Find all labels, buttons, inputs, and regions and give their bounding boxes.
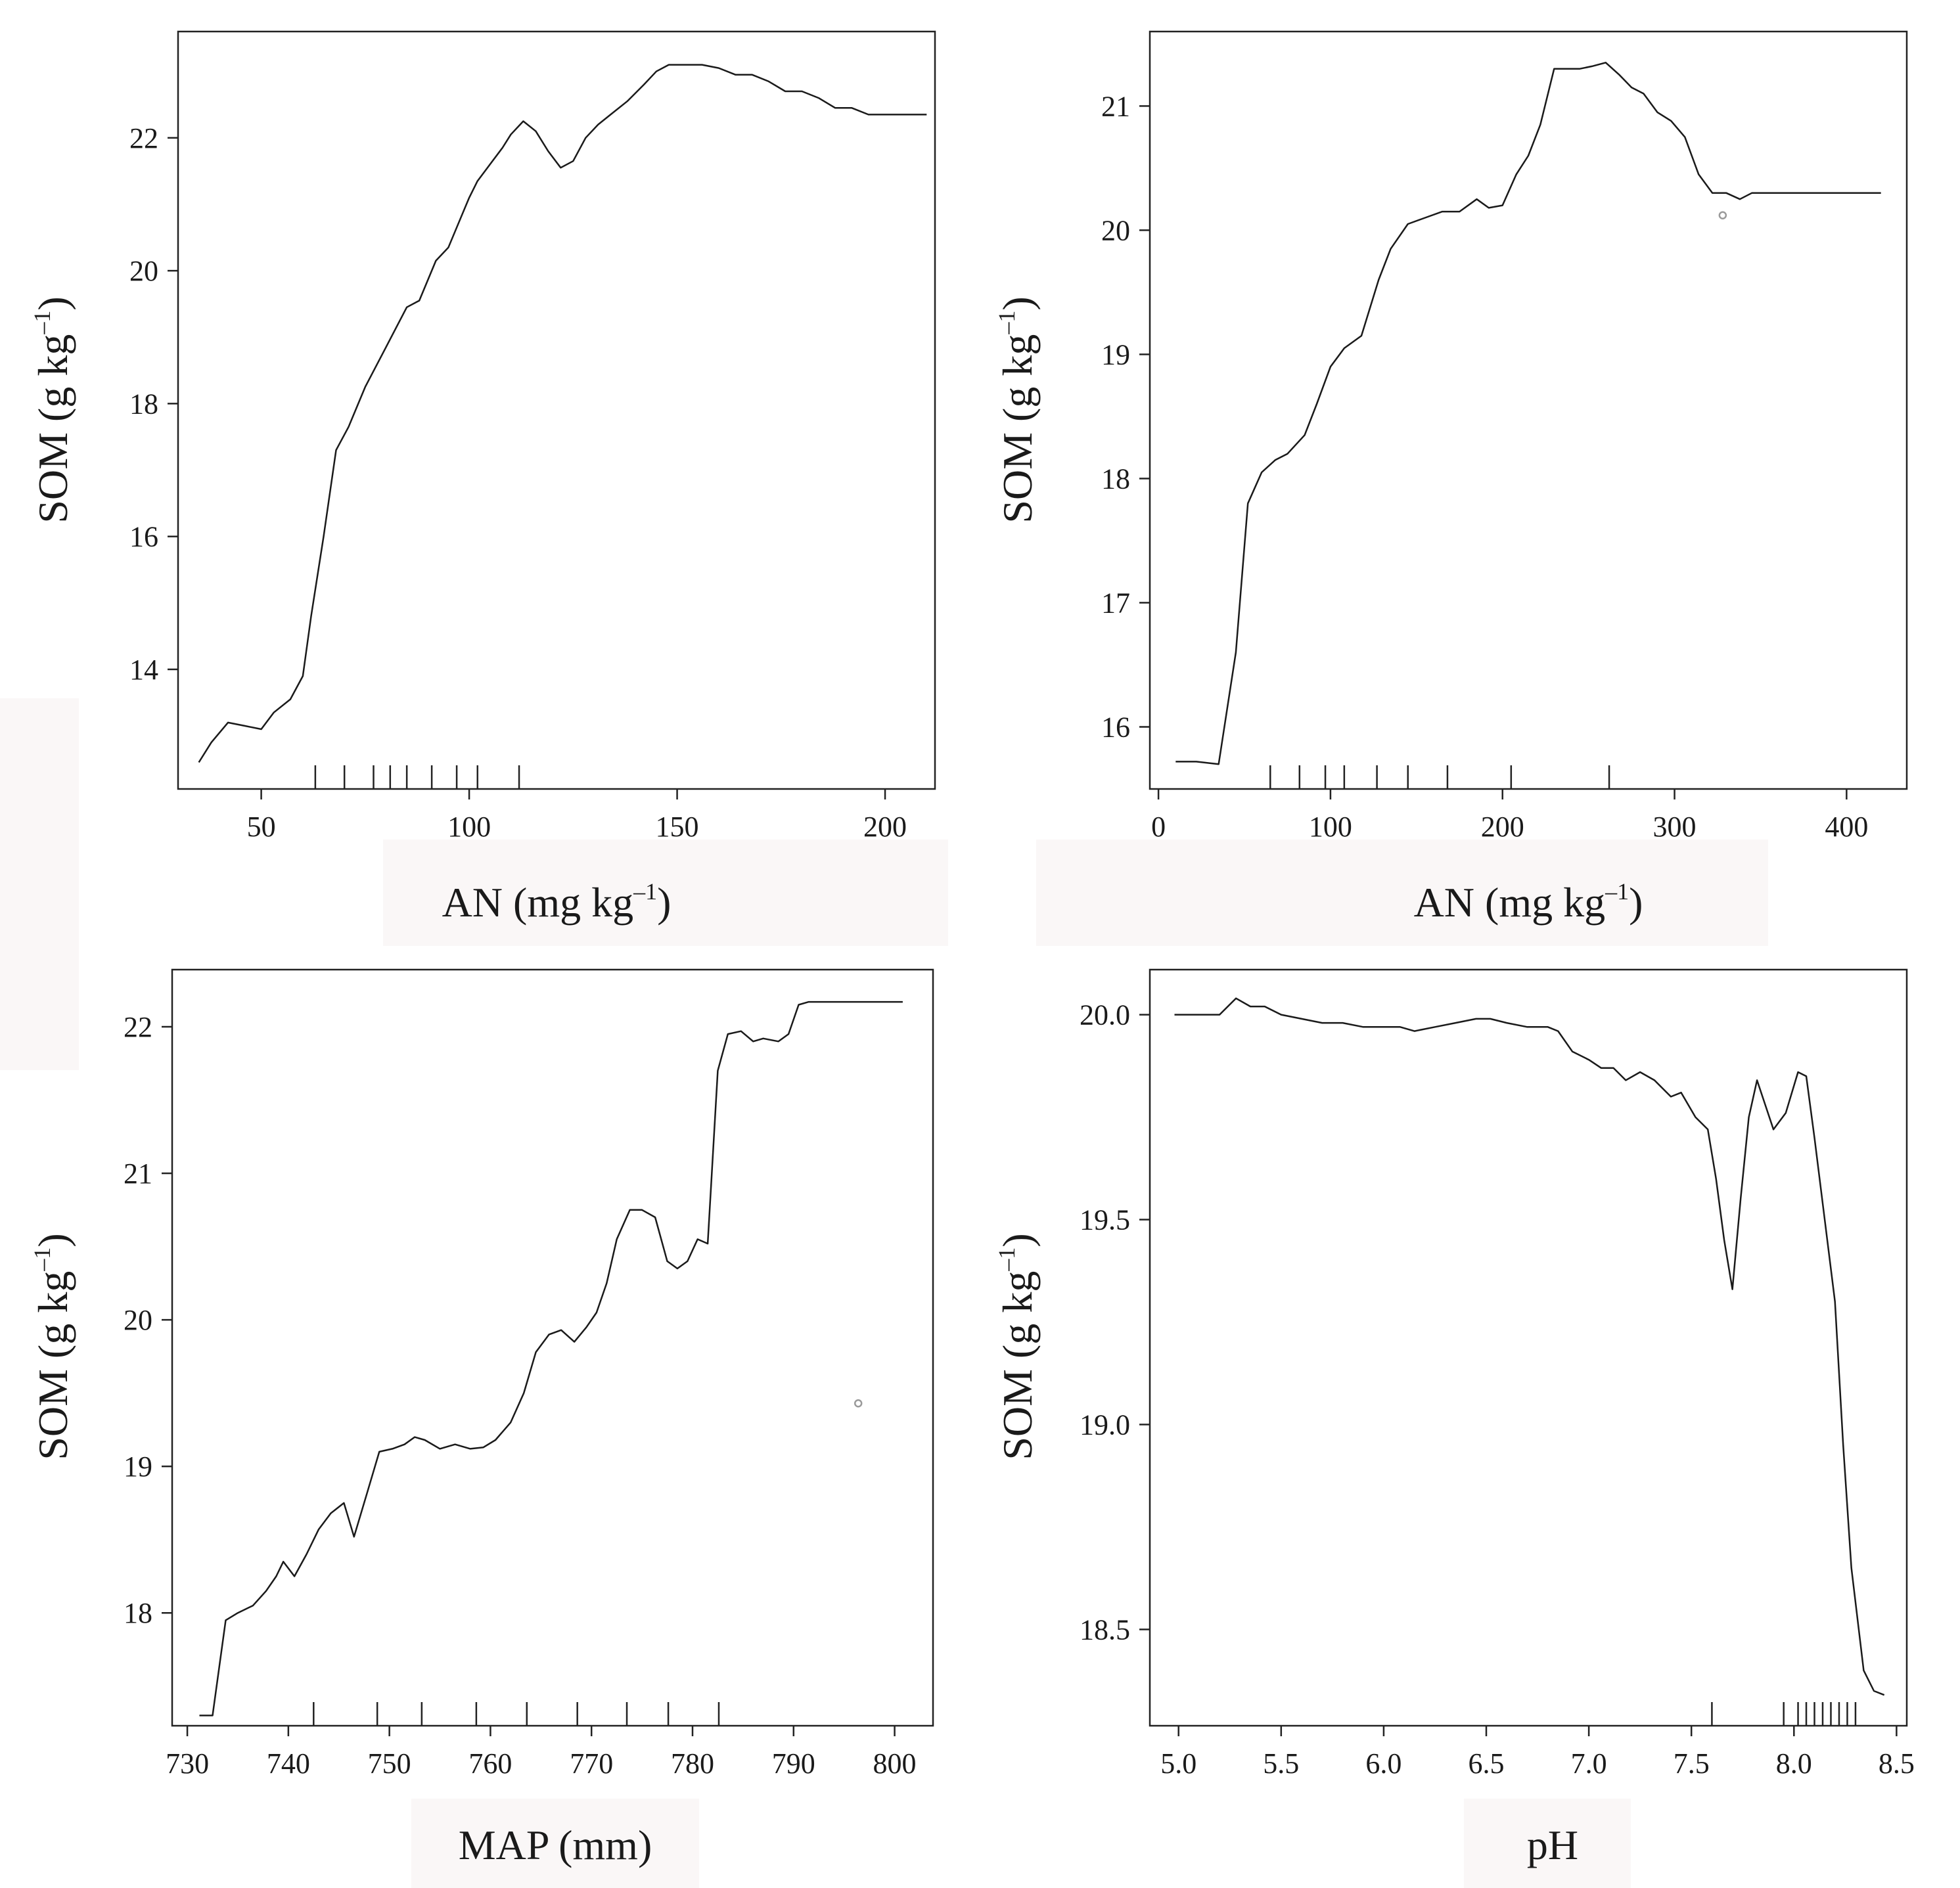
y-tick-label: 19 [124, 1450, 152, 1483]
rug-marks [314, 765, 520, 789]
outlier-marker [1718, 211, 1727, 219]
y-tick-label: 18 [129, 388, 158, 420]
y-tick-label: 21 [1101, 90, 1130, 122]
x-tick-label: 6.5 [1469, 1747, 1505, 1780]
x-tick-label: 8.0 [1776, 1747, 1812, 1780]
x-tick-label: 100 [1309, 811, 1352, 843]
x-tick-label: 100 [447, 811, 491, 843]
y-axis-title: SOM (g kg–1) [29, 296, 76, 523]
background-patch [1464, 1799, 1631, 1888]
y-tick-label: 21 [124, 1158, 152, 1190]
y-tick-label: 19 [1101, 338, 1130, 371]
x-tick-label: 200 [1481, 811, 1524, 843]
x-axis-title: AN (mg kg–1) [1414, 878, 1643, 926]
partial-dependence-line [1174, 997, 1885, 1696]
y-axis: 16 17 18 19 20 21 [1101, 90, 1150, 743]
y-tick-label: 17 [1101, 587, 1130, 619]
y-tick-label: 20.0 [1080, 999, 1130, 1031]
y-axis-title: SOM (g kg–1) [993, 1233, 1041, 1460]
y-tick-label: 14 [129, 654, 158, 686]
chart-panel-ph: 5.0 5.5 6.0 6.5 7.0 7.5 8.0 8.5 18.5 19.0 19.5 20.… [993, 968, 1915, 1868]
y-tick-label: 20 [124, 1304, 152, 1336]
x-tick-label: 7.5 [1674, 1747, 1710, 1780]
plot-frame [1149, 30, 1908, 790]
y-tick-label: 18.5 [1080, 1613, 1130, 1646]
plot-frame [171, 968, 934, 1727]
y-axis: 14 16 18 20 22 [129, 122, 178, 686]
chart-panel-an-top-left: 50 100 150 200 14 16 18 20 22 AN (mg kg–1) SOM … [29, 30, 936, 926]
x-axis: 0 100 200 300 400 [1151, 789, 1868, 843]
y-tick-label: 16 [129, 521, 158, 553]
y-tick-label: 18 [1101, 462, 1130, 495]
y-axis: 18 19 20 21 22 [124, 1011, 172, 1629]
partial-dependence-line [198, 64, 927, 763]
x-axis-title: pH [1527, 1822, 1578, 1868]
x-tick-label: 5.0 [1160, 1747, 1197, 1780]
x-axis: 730 740 750 760 770 780 790 800 [166, 1726, 917, 1780]
x-axis-title: AN (mg kg–1) [442, 878, 672, 926]
y-tick-label: 22 [129, 122, 158, 154]
partial-dependence-line [1175, 62, 1881, 765]
x-tick-label: 150 [656, 811, 699, 843]
x-tick-label: 300 [1653, 811, 1697, 843]
x-axis-title: MAP (mm) [459, 1822, 652, 1868]
y-axis: 18.5 19.0 19.5 20.0 [1080, 999, 1150, 1646]
y-tick-label: 19.0 [1080, 1408, 1130, 1441]
x-tick-label: 200 [863, 811, 907, 843]
y-tick-label: 20 [1101, 214, 1130, 246]
x-tick-label: 7.0 [1571, 1747, 1607, 1780]
x-tick-label: 760 [468, 1747, 512, 1780]
y-axis-title: SOM (g kg–1) [29, 1233, 76, 1460]
x-tick-label: 800 [873, 1747, 917, 1780]
x-tick-label: 5.5 [1263, 1747, 1299, 1780]
background-patch [0, 698, 79, 1070]
outlier-marker [854, 1399, 863, 1408]
y-tick-label: 16 [1101, 711, 1130, 743]
x-tick-label: 790 [772, 1747, 815, 1780]
rug-marks [1269, 765, 1610, 789]
x-tick-label: 50 [247, 811, 276, 843]
plot-frame [177, 30, 936, 790]
plot-frame [1149, 968, 1908, 1727]
chart-panel-map: 730 740 750 760 770 780 790 800 18 19 20 21 22 MAP … [29, 968, 934, 1868]
y-tick-label: 22 [124, 1011, 152, 1043]
background-patch [1036, 840, 1768, 946]
x-tick-label: 6.0 [1365, 1747, 1402, 1780]
y-tick-label: 19.5 [1080, 1204, 1130, 1236]
y-tick-label: 20 [129, 255, 158, 287]
y-axis-title: SOM (g kg–1) [993, 296, 1041, 523]
partial-dependence-line [199, 1000, 903, 1717]
background-patch [383, 840, 948, 946]
background-patch [411, 1799, 699, 1888]
x-tick-label: 400 [1825, 811, 1868, 843]
x-tick-label: 740 [267, 1747, 310, 1780]
rug-marks [1711, 1702, 1857, 1726]
x-axis: 50 100 150 200 [247, 789, 907, 843]
x-tick-label: 0 [1151, 811, 1166, 843]
x-axis: 5.0 5.5 6.0 6.5 7.0 7.5 8.0 8.5 [1160, 1726, 1915, 1780]
x-tick-label: 8.5 [1879, 1747, 1915, 1780]
x-tick-label: 780 [671, 1747, 714, 1780]
x-tick-label: 770 [570, 1747, 613, 1780]
x-tick-label: 750 [368, 1747, 411, 1780]
rug-marks [313, 1702, 720, 1726]
x-tick-label: 730 [166, 1747, 209, 1780]
y-tick-label: 18 [124, 1597, 152, 1629]
